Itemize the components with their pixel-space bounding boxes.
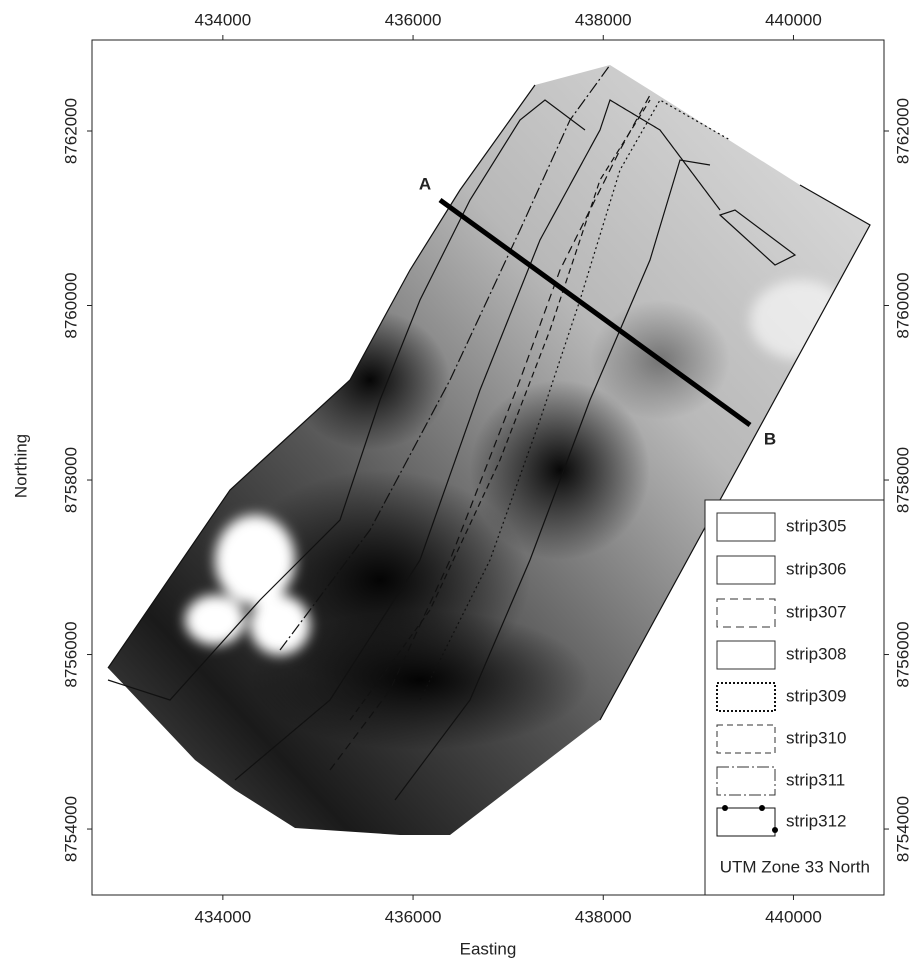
legend-label: strip306 [786, 559, 846, 578]
x-tick-label: 434000 [194, 907, 251, 926]
x-tick-label: 440000 [765, 10, 822, 29]
x-tick-label: 438000 [575, 10, 632, 29]
x-axis-title: Easting [460, 939, 517, 958]
legend-label: strip312 [786, 811, 846, 830]
y-axis-title: Northing [11, 434, 30, 498]
y-tick-label: 8756000 [893, 621, 912, 687]
section-label: B [764, 429, 776, 448]
x-tick-label: 436000 [385, 907, 442, 926]
x-tick-label: 436000 [385, 10, 442, 29]
y-tick-label: 8756000 [61, 621, 80, 687]
y-tick-label: 8762000 [61, 98, 80, 164]
y-tick-label: 8754000 [61, 796, 80, 862]
legend-label: strip311 [786, 770, 845, 789]
x-tick-label: 438000 [575, 907, 632, 926]
legend-label: strip307 [786, 602, 846, 621]
y-tick-label: 8760000 [61, 272, 80, 338]
legend-dot [759, 805, 765, 811]
y-tick-label: 8758000 [893, 447, 912, 513]
x-tick-label: 434000 [194, 10, 251, 29]
x-tick-label: 440000 [765, 907, 822, 926]
legend-label: strip310 [786, 728, 846, 747]
y-tick-label: 8760000 [893, 272, 912, 338]
y-tick-label: 8758000 [61, 447, 80, 513]
y-tick-label: 8754000 [893, 796, 912, 862]
legend-label: strip308 [786, 644, 846, 663]
y-tick-label: 8762000 [893, 98, 912, 164]
legend-label: strip309 [786, 686, 846, 705]
legend-label: strip305 [786, 516, 846, 535]
legend-dot [722, 805, 728, 811]
legend-dot [772, 827, 778, 833]
projection-note: UTM Zone 33 North [720, 857, 870, 876]
section-label: A [419, 174, 431, 193]
map-figure: A B UTM Zone 33 North Easting Northing 4… [0, 0, 919, 969]
